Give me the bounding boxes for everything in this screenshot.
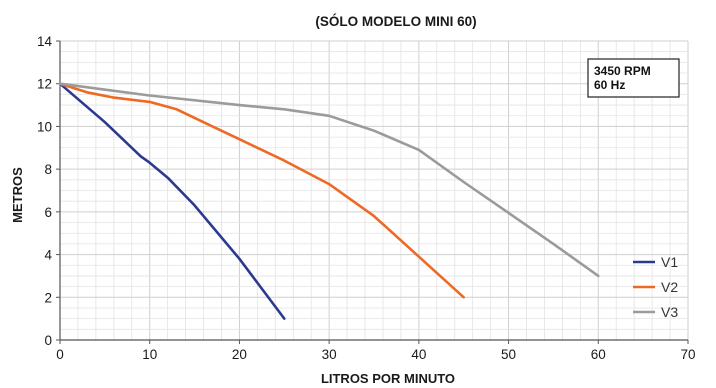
x-axis-title: LITROS POR MINUTO (321, 371, 455, 386)
y-axis-title: METROS (10, 167, 25, 223)
series-line-v2 (58, 82, 465, 299)
axes (59, 41, 688, 341)
legend-label-v2: V2 (661, 279, 678, 295)
series-line-v1 (58, 82, 286, 320)
legend-label-v1: V1 (661, 254, 678, 270)
annotation-rpm: 3450 RPM (594, 64, 651, 78)
chart-title: (SÓLO MODELO MINI 60) (315, 14, 476, 29)
y-tick-label: 2 (44, 290, 52, 305)
legend-label-v3: V3 (661, 304, 678, 320)
series-lines (58, 82, 600, 320)
x-tick-label: 0 (56, 347, 64, 362)
x-tick-label: 30 (322, 347, 337, 362)
y-tick-label: 4 (44, 248, 52, 263)
y-tick-label: 14 (37, 34, 53, 49)
x-tick-label: 20 (232, 347, 247, 362)
rpm-annotation: 3450 RPM 60 Hz (587, 58, 680, 98)
annotation-hz: 60 Hz (594, 78, 625, 92)
x-tick-label: 10 (142, 347, 157, 362)
legend: V1 V2 V3 (633, 254, 678, 320)
x-tick-label: 70 (680, 347, 695, 362)
y-tick-label: 10 (37, 119, 52, 134)
tick-labels: 0 10 20 30 40 50 60 70 0 2 4 6 8 10 12 14 (37, 34, 696, 362)
y-tick-label: 8 (44, 162, 52, 177)
y-tick-label: 6 (44, 205, 52, 220)
y-tick-label: 12 (37, 77, 52, 92)
y-tick-label: 0 (44, 333, 52, 348)
series-line-v3 (58, 82, 600, 278)
x-tick-label: 40 (411, 347, 426, 362)
x-tick-label: 60 (591, 347, 606, 362)
x-tick-label: 50 (501, 347, 516, 362)
annotation-box (587, 58, 680, 98)
